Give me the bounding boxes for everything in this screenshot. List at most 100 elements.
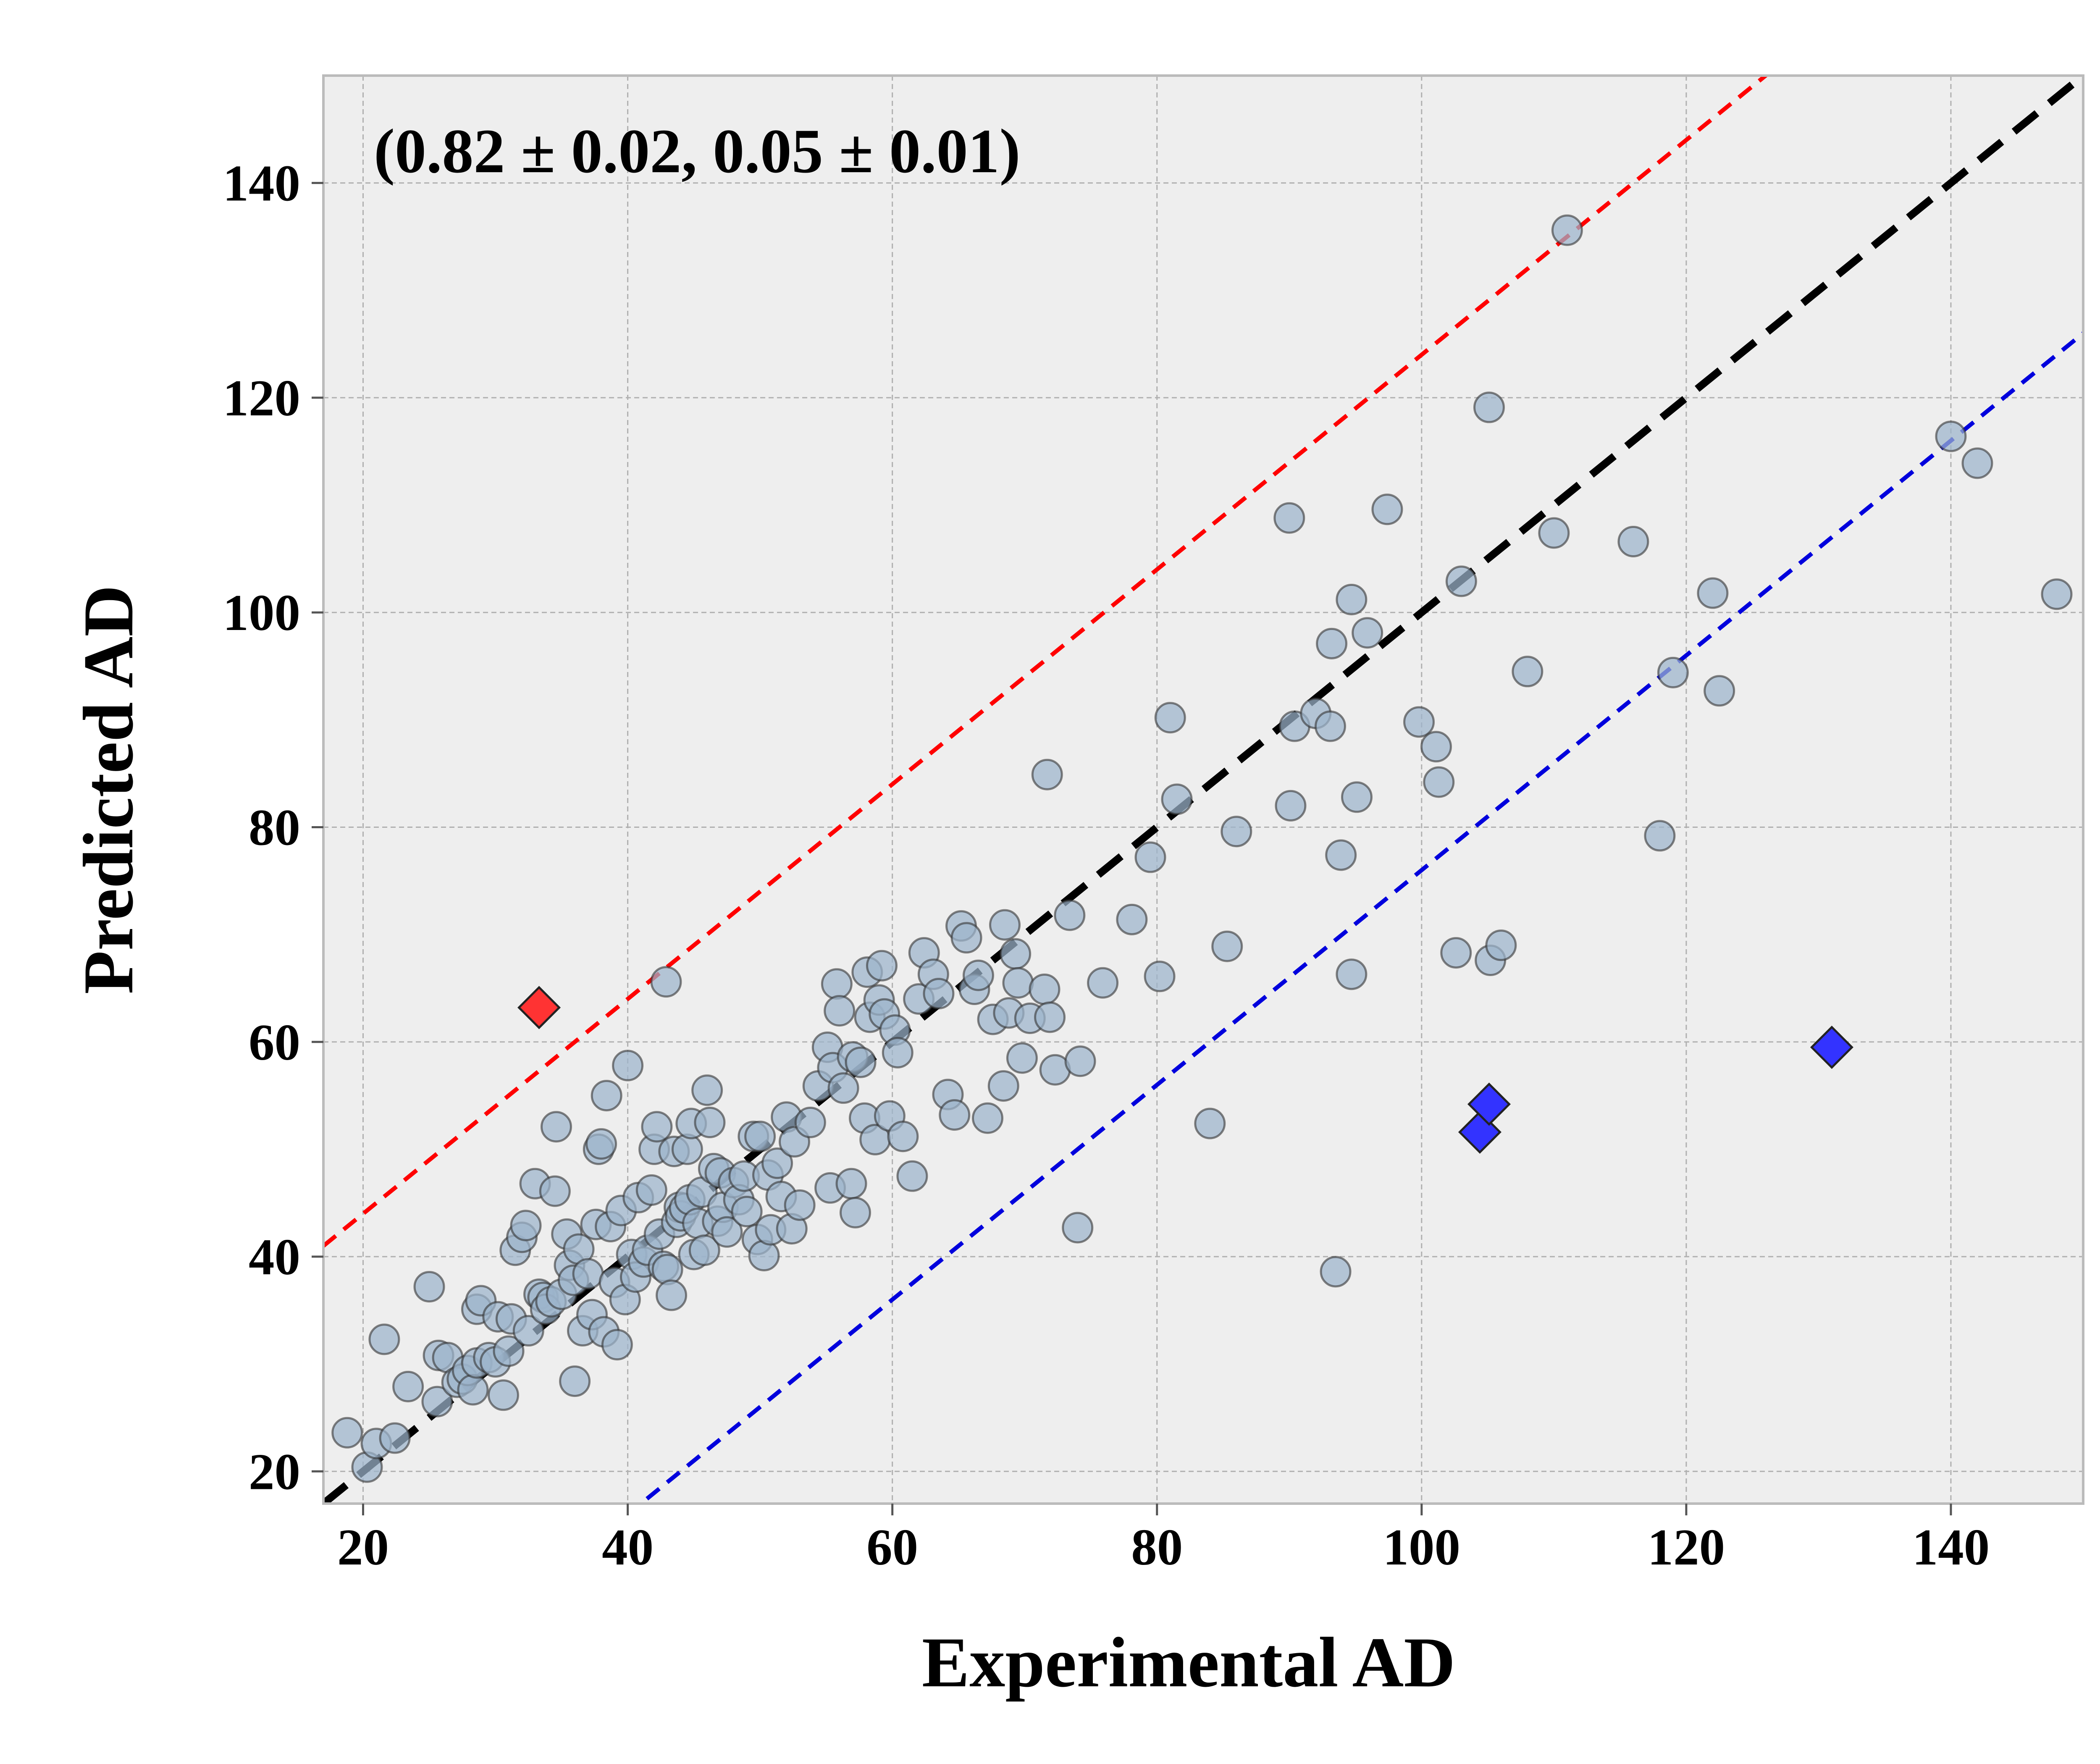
data-point — [1341, 781, 1373, 813]
data-point — [824, 995, 856, 1027]
data-point — [379, 1422, 411, 1454]
data-point — [1961, 447, 1993, 479]
data-point — [656, 1279, 688, 1311]
y-tick-label: 20 — [249, 1443, 300, 1500]
data-points — [331, 214, 2073, 1483]
data-point — [572, 1258, 604, 1290]
annotation-text: (0.82 ± 0.02, 0.05 ± 0.01) — [374, 116, 1021, 186]
data-point — [1512, 656, 1544, 688]
data-point — [591, 1080, 622, 1112]
data-point — [1031, 759, 1063, 790]
data-point — [1134, 841, 1166, 873]
data-point — [487, 1379, 519, 1411]
data-point — [612, 1050, 644, 1082]
data-point — [1420, 731, 1452, 763]
data-point — [971, 1102, 1003, 1134]
data-point — [1029, 973, 1060, 1005]
x-tick-label: 60 — [866, 1518, 918, 1576]
data-point — [1006, 1042, 1038, 1074]
data-point — [1316, 627, 1348, 659]
outlier-markers — [517, 986, 1853, 1154]
y-tick-label: 140 — [223, 155, 301, 212]
data-point — [510, 1210, 542, 1242]
data-point — [989, 909, 1021, 941]
data-point — [540, 1111, 572, 1143]
x-tick-label: 40 — [602, 1518, 654, 1576]
data-point — [1034, 1001, 1066, 1033]
data-point — [987, 1070, 1019, 1102]
data-point — [761, 1147, 793, 1179]
data-point — [744, 1121, 776, 1152]
data-point — [2041, 578, 2073, 610]
data-point — [1194, 1108, 1226, 1139]
data-point — [821, 968, 853, 1000]
data-point — [1445, 565, 1477, 597]
data-point — [1403, 706, 1435, 738]
data-point — [1440, 937, 1472, 969]
plot-frame — [322, 74, 2084, 1505]
data-point — [601, 1329, 633, 1361]
data-point — [1352, 617, 1383, 649]
data-point — [882, 1037, 914, 1068]
data-point — [1221, 816, 1252, 848]
data-point — [887, 1121, 919, 1152]
data-point — [711, 1216, 743, 1248]
identity-line — [323, 76, 2083, 1504]
data-point — [1054, 899, 1086, 931]
data-point — [794, 1106, 826, 1138]
data-point — [784, 1189, 816, 1221]
data-point — [635, 1174, 667, 1206]
data-point — [1116, 903, 1148, 935]
y-tick-label: 80 — [249, 798, 300, 856]
data-point — [962, 959, 994, 991]
data-point — [1087, 967, 1119, 999]
data-point — [1551, 214, 1583, 246]
data-point — [694, 1106, 726, 1138]
data-point — [1000, 938, 1032, 970]
y-axis-label: Predicted AD — [69, 585, 148, 994]
data-point — [1062, 1212, 1094, 1244]
data-point — [748, 1239, 780, 1271]
data-point — [688, 1234, 720, 1266]
y-tick-label: 120 — [223, 369, 301, 427]
data-point — [845, 1046, 877, 1078]
data-point — [1320, 1256, 1352, 1288]
data-point — [731, 1196, 763, 1228]
data-point — [1325, 839, 1357, 871]
data-point — [512, 1315, 544, 1347]
y-tick-label: 100 — [223, 584, 301, 641]
data-point — [1275, 790, 1307, 822]
data-point — [1002, 967, 1034, 999]
data-point — [866, 950, 898, 982]
x-tick-label: 140 — [1912, 1518, 1990, 1576]
data-point — [413, 1271, 445, 1303]
data-point — [1144, 961, 1176, 992]
data-point — [671, 1133, 703, 1165]
reference-lines — [323, 76, 2083, 1504]
data-point — [1704, 675, 1735, 707]
axis-ticks: 20 40 60 80 100 120 140 20 40 60 80 100 120 140 — [223, 155, 1990, 1576]
data-point — [1657, 656, 1689, 688]
data-point — [1617, 525, 1649, 557]
lower-bound-line — [638, 331, 2083, 1504]
data-point — [1485, 929, 1517, 961]
data-point — [1273, 502, 1305, 534]
data-point — [1371, 494, 1403, 525]
upper-bound-line — [323, 76, 1769, 1248]
data-point — [1336, 958, 1368, 990]
data-point — [559, 1365, 591, 1397]
data-point — [1697, 577, 1729, 609]
data-point — [421, 1386, 453, 1418]
data-point — [1644, 820, 1676, 852]
data-point — [1336, 584, 1368, 616]
x-tick-label: 80 — [1131, 1518, 1183, 1576]
data-point — [493, 1335, 525, 1367]
data-point — [392, 1370, 424, 1402]
data-point — [641, 1111, 673, 1143]
data-point — [1423, 766, 1455, 798]
data-point — [1538, 517, 1570, 549]
data-point — [1161, 783, 1193, 815]
outlier-high-marker — [517, 986, 561, 1029]
data-point — [923, 978, 955, 1010]
y-tick-label: 40 — [249, 1228, 300, 1286]
